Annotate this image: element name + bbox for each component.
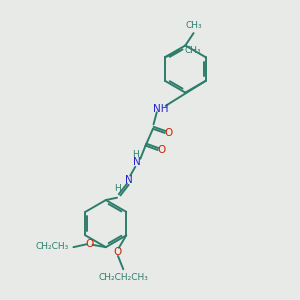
Text: NH: NH [153,104,168,114]
Text: O: O [114,247,122,256]
Text: N: N [133,158,141,167]
Text: CH₃: CH₃ [184,46,201,55]
Text: H: H [114,184,121,193]
Text: O: O [164,128,172,138]
Text: CH₂CH₂CH₃: CH₂CH₂CH₃ [99,273,149,282]
Text: O: O [85,239,94,249]
Text: CH₂CH₃: CH₂CH₃ [36,242,69,251]
Text: H: H [132,150,139,159]
Text: N: N [125,175,133,185]
Text: O: O [157,145,165,155]
Text: CH₃: CH₃ [186,21,202,30]
